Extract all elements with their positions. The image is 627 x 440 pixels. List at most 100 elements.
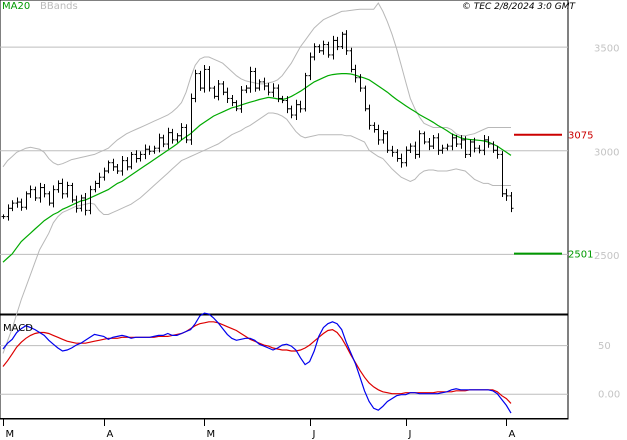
price-bar (427, 137, 432, 151)
price-bar (170, 128, 175, 144)
price-bar (202, 64, 207, 93)
price-bar (253, 67, 258, 92)
price-bar (335, 36, 340, 51)
price-bar (477, 145, 482, 154)
price-bar (33, 186, 38, 201)
price-bar (271, 83, 276, 98)
price-bar (408, 143, 413, 153)
price-bar (504, 188, 509, 201)
price-bar (436, 133, 441, 155)
bbands-upper-line (2, 2, 511, 168)
price-bar (143, 144, 148, 160)
macd-lines (2, 312, 512, 414)
price-bar (353, 64, 358, 83)
ma20-layer (2, 73, 512, 263)
price-bar (294, 99, 299, 121)
price-bar (509, 192, 514, 213)
price-bar (413, 141, 418, 159)
macd-panel-label: MACD (3, 323, 33, 334)
price-bar (97, 172, 102, 188)
price-bar (198, 70, 203, 91)
price-bar (115, 163, 120, 174)
price-bar (331, 35, 336, 60)
price-bars (1, 30, 514, 221)
price-y-tick-label: 3500 (594, 44, 619, 55)
price-bar (459, 135, 464, 149)
price-bar (134, 150, 139, 163)
price-bar (399, 153, 404, 168)
legend-ma20: MA20 (2, 1, 30, 12)
price-y-tick-label: 2500 (594, 251, 619, 262)
price-bar (216, 79, 221, 101)
price-bar (340, 31, 345, 49)
resistance-label: 3075 (568, 131, 593, 142)
macd-signal-line (2, 321, 512, 404)
copyright-text: © TEC 2/8/2024 3:0 GMT (462, 2, 577, 12)
price-bar (65, 181, 70, 198)
macd-y-tick-label: 50 (598, 341, 611, 352)
price-bar (111, 158, 116, 171)
macd-y-axis: 0.00 50 (598, 341, 620, 401)
price-bar (344, 30, 349, 55)
price-bar (10, 200, 15, 212)
month-label: A (107, 429, 114, 440)
price-y-axis: 2500 3000 3500 (594, 44, 619, 262)
price-bar (450, 133, 455, 151)
price-bar (363, 85, 368, 112)
price-bar (212, 85, 217, 99)
price-bar (463, 136, 468, 159)
price-bar (257, 79, 262, 91)
price-bar (385, 131, 390, 153)
price-bar (248, 66, 253, 93)
macd-line (2, 312, 512, 414)
price-bar (125, 157, 130, 171)
price-bar (60, 178, 65, 199)
price-bar (83, 192, 88, 216)
price-bar (500, 151, 505, 198)
price-bar (395, 149, 400, 162)
price-bar (74, 195, 79, 213)
legend-bbands: BBands (40, 1, 78, 12)
price-bar (376, 124, 381, 145)
price-bar (221, 81, 226, 96)
price-bar (482, 135, 487, 156)
price-bar (70, 182, 75, 203)
price-bar (244, 85, 249, 94)
price-bar (404, 146, 409, 167)
price-bar (157, 133, 162, 153)
price-bar (308, 52, 313, 81)
macd-y-tick-label: 0.00 (598, 390, 620, 401)
macd-panel-frame (0, 314, 569, 420)
price-bar (317, 44, 322, 54)
price-bar (51, 185, 56, 208)
price-bar (234, 100, 239, 112)
bbands-lower-line (2, 112, 511, 354)
price-bar (454, 134, 459, 148)
price-bar (166, 127, 171, 149)
price-bar (303, 72, 308, 112)
price-bar (230, 94, 235, 107)
price-bar (1, 214, 6, 219)
price-bar (189, 93, 194, 145)
price-bar (147, 145, 152, 155)
price-bar (28, 185, 33, 198)
price-bar (495, 145, 500, 159)
price-bar (289, 105, 294, 119)
price-bar (358, 74, 363, 92)
price-bar (38, 182, 43, 203)
support-label: 2501 (568, 250, 593, 261)
price-bar (175, 133, 180, 143)
price-bar (93, 180, 98, 193)
price-bar (298, 100, 303, 113)
price-bar (138, 151, 143, 162)
price-bar (102, 167, 107, 181)
price-bar (15, 197, 20, 208)
price-bar (367, 104, 372, 130)
price-bar (161, 134, 166, 148)
price-bar (193, 69, 198, 103)
price-bar (179, 123, 184, 141)
price-bar (468, 139, 473, 157)
price-bar (390, 145, 395, 157)
price-bar (349, 47, 354, 73)
